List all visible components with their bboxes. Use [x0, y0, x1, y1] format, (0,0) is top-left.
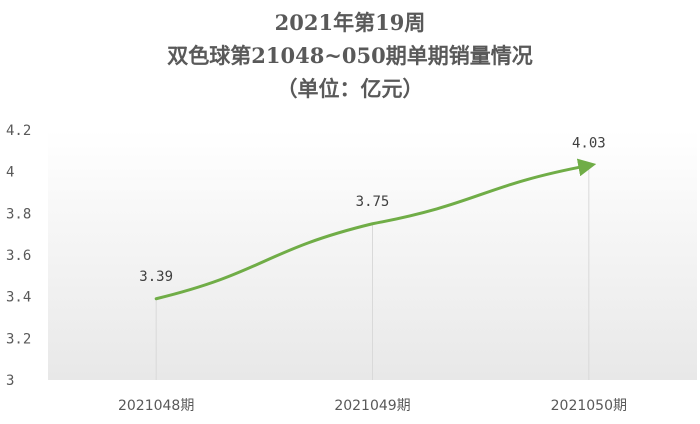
- data-label: 3.39: [139, 269, 173, 285]
- y-tick-label: 3.8: [6, 206, 31, 222]
- chart-unit-note: （单位：亿元）: [276, 76, 424, 101]
- x-axis-tick-labels: 2021048期 2021049期 2021050期: [118, 398, 627, 414]
- chart-title: 2021年第19周: [274, 10, 426, 35]
- x-tick-label: 2021050期: [551, 398, 627, 414]
- y-tick-label: 3: [6, 373, 14, 389]
- y-tick-label: 3.4: [6, 290, 31, 306]
- y-axis-tick-labels: 3 3.2 3.4 3.6 3.8 4 4.2: [6, 123, 31, 389]
- y-tick-label: 4.2: [6, 123, 31, 139]
- drop-lines: [155, 165, 590, 380]
- chart-subtitle: 双色球第21048~050期单期销量情况: [167, 43, 533, 68]
- data-label: 3.75: [356, 194, 390, 210]
- y-tick-label: 3.6: [6, 248, 31, 264]
- data-labels: 3.39 3.75 4.03: [139, 135, 605, 284]
- data-label: 4.03: [572, 135, 606, 151]
- y-tick-label: 4: [6, 165, 14, 181]
- chart-title-block: 2021年第19周 双色球第21048~050期单期销量情况 （单位：亿元）: [0, 6, 700, 105]
- x-tick-label: 2021048期: [118, 398, 194, 414]
- series-line: [154, 158, 597, 301]
- x-tick-label: 2021049期: [334, 398, 410, 414]
- y-tick-label: 3.2: [6, 331, 31, 347]
